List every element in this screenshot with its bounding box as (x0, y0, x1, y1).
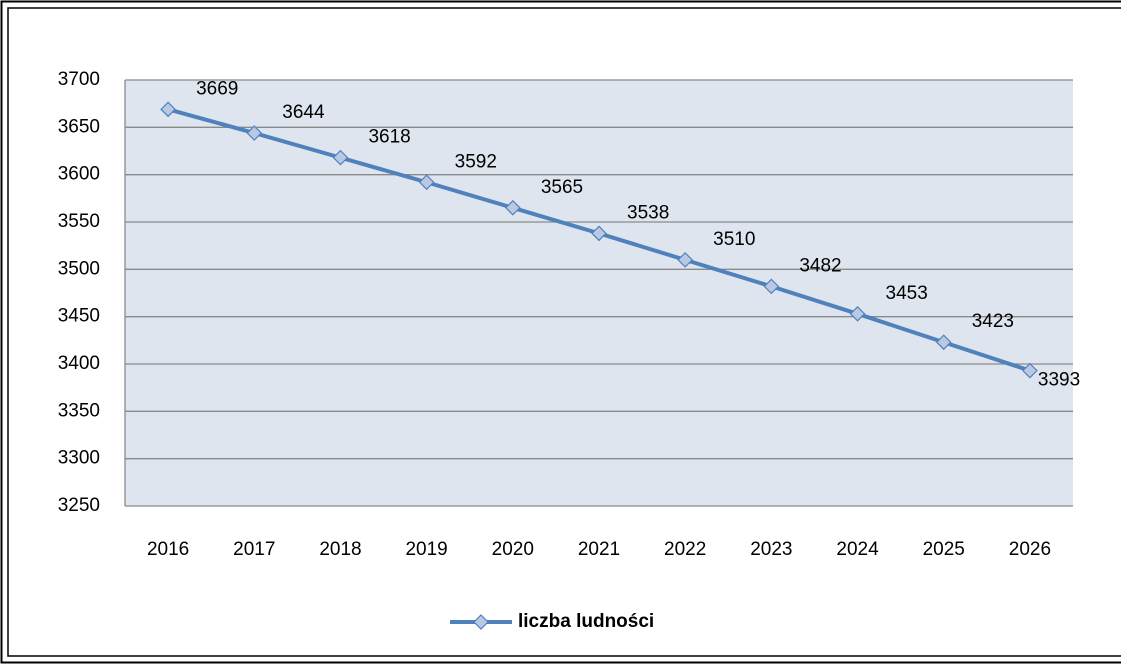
data-label: 3618 (368, 127, 410, 148)
data-label: 3644 (282, 102, 325, 123)
data-label: 3393 (1038, 370, 1080, 391)
y-tick-label: 3250 (58, 495, 100, 516)
y-tick-label: 3400 (58, 353, 100, 374)
x-tick-label: 2021 (578, 539, 620, 560)
y-tick-label: 3500 (58, 258, 100, 279)
legend-label: liczba ludności (518, 611, 654, 632)
data-label: 3510 (713, 229, 755, 250)
data-label: 3592 (455, 151, 497, 172)
data-label: 3453 (886, 283, 928, 304)
y-tick-label: 3300 (58, 448, 100, 469)
x-tick-label: 2017 (233, 539, 275, 560)
data-label: 3538 (627, 202, 669, 223)
data-label: 3482 (799, 255, 841, 276)
x-tick-label: 2023 (750, 539, 792, 560)
data-label: 3565 (541, 177, 583, 198)
y-tick-label: 3350 (58, 400, 100, 421)
data-label: 3423 (972, 311, 1014, 332)
x-tick-label: 2020 (492, 539, 534, 560)
x-tick-label: 2018 (319, 539, 361, 560)
x-tick-label: 2024 (836, 539, 879, 560)
y-tick-label: 3600 (58, 164, 100, 185)
x-tick-label: 2019 (405, 539, 447, 560)
x-tick-label: 2016 (147, 539, 189, 560)
x-tick-label: 2022 (664, 539, 706, 560)
y-tick-label: 3650 (58, 116, 100, 137)
y-tick-label: 3450 (58, 306, 100, 327)
legend-marker (474, 615, 488, 629)
x-tick-label: 2026 (1009, 539, 1051, 560)
y-tick-label: 3700 (58, 69, 100, 90)
x-tick-label: 2025 (923, 539, 965, 560)
data-label: 3669 (196, 78, 238, 99)
y-tick-label: 3550 (58, 211, 100, 232)
plot-area (125, 80, 1073, 506)
